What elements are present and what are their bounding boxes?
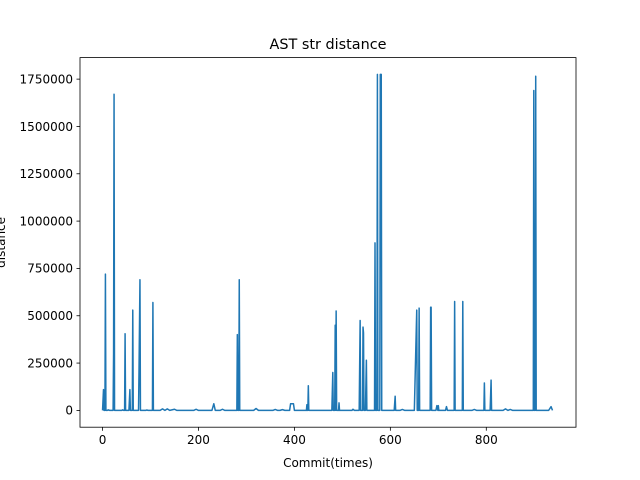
plot-area — [80, 57, 576, 428]
y-axis-label: distance — [0, 217, 8, 268]
y-tick-label: 1750000 — [20, 72, 73, 86]
x-tick-label: 800 — [475, 433, 498, 447]
y-tick-label: 1250000 — [20, 167, 73, 181]
y-axis-ticks: 0 250000 500000 750000 1000000 1250000 1500000… — [20, 72, 80, 418]
x-axis-label: Commit(times) — [283, 456, 373, 470]
y-tick-label: 1000000 — [20, 214, 73, 228]
x-tick-label: 600 — [379, 433, 402, 447]
x-tick-label: 200 — [187, 433, 210, 447]
series-line-1 — [101, 73, 554, 412]
y-tick-label: 0 — [65, 404, 73, 418]
series-layer — [101, 73, 554, 412]
x-tick-label: 0 — [99, 433, 107, 447]
axes-frame — [79, 57, 577, 428]
x-tick-label: 400 — [283, 433, 306, 447]
y-tick-label: 1500000 — [20, 120, 73, 134]
x-axis-ticks: 0 200 400 600 800 — [99, 427, 498, 447]
chart-title: AST str distance — [270, 37, 387, 53]
y-tick-label: 250000 — [27, 356, 73, 370]
y-tick-label: 750000 — [27, 262, 73, 276]
y-tick-label: 500000 — [27, 309, 73, 323]
